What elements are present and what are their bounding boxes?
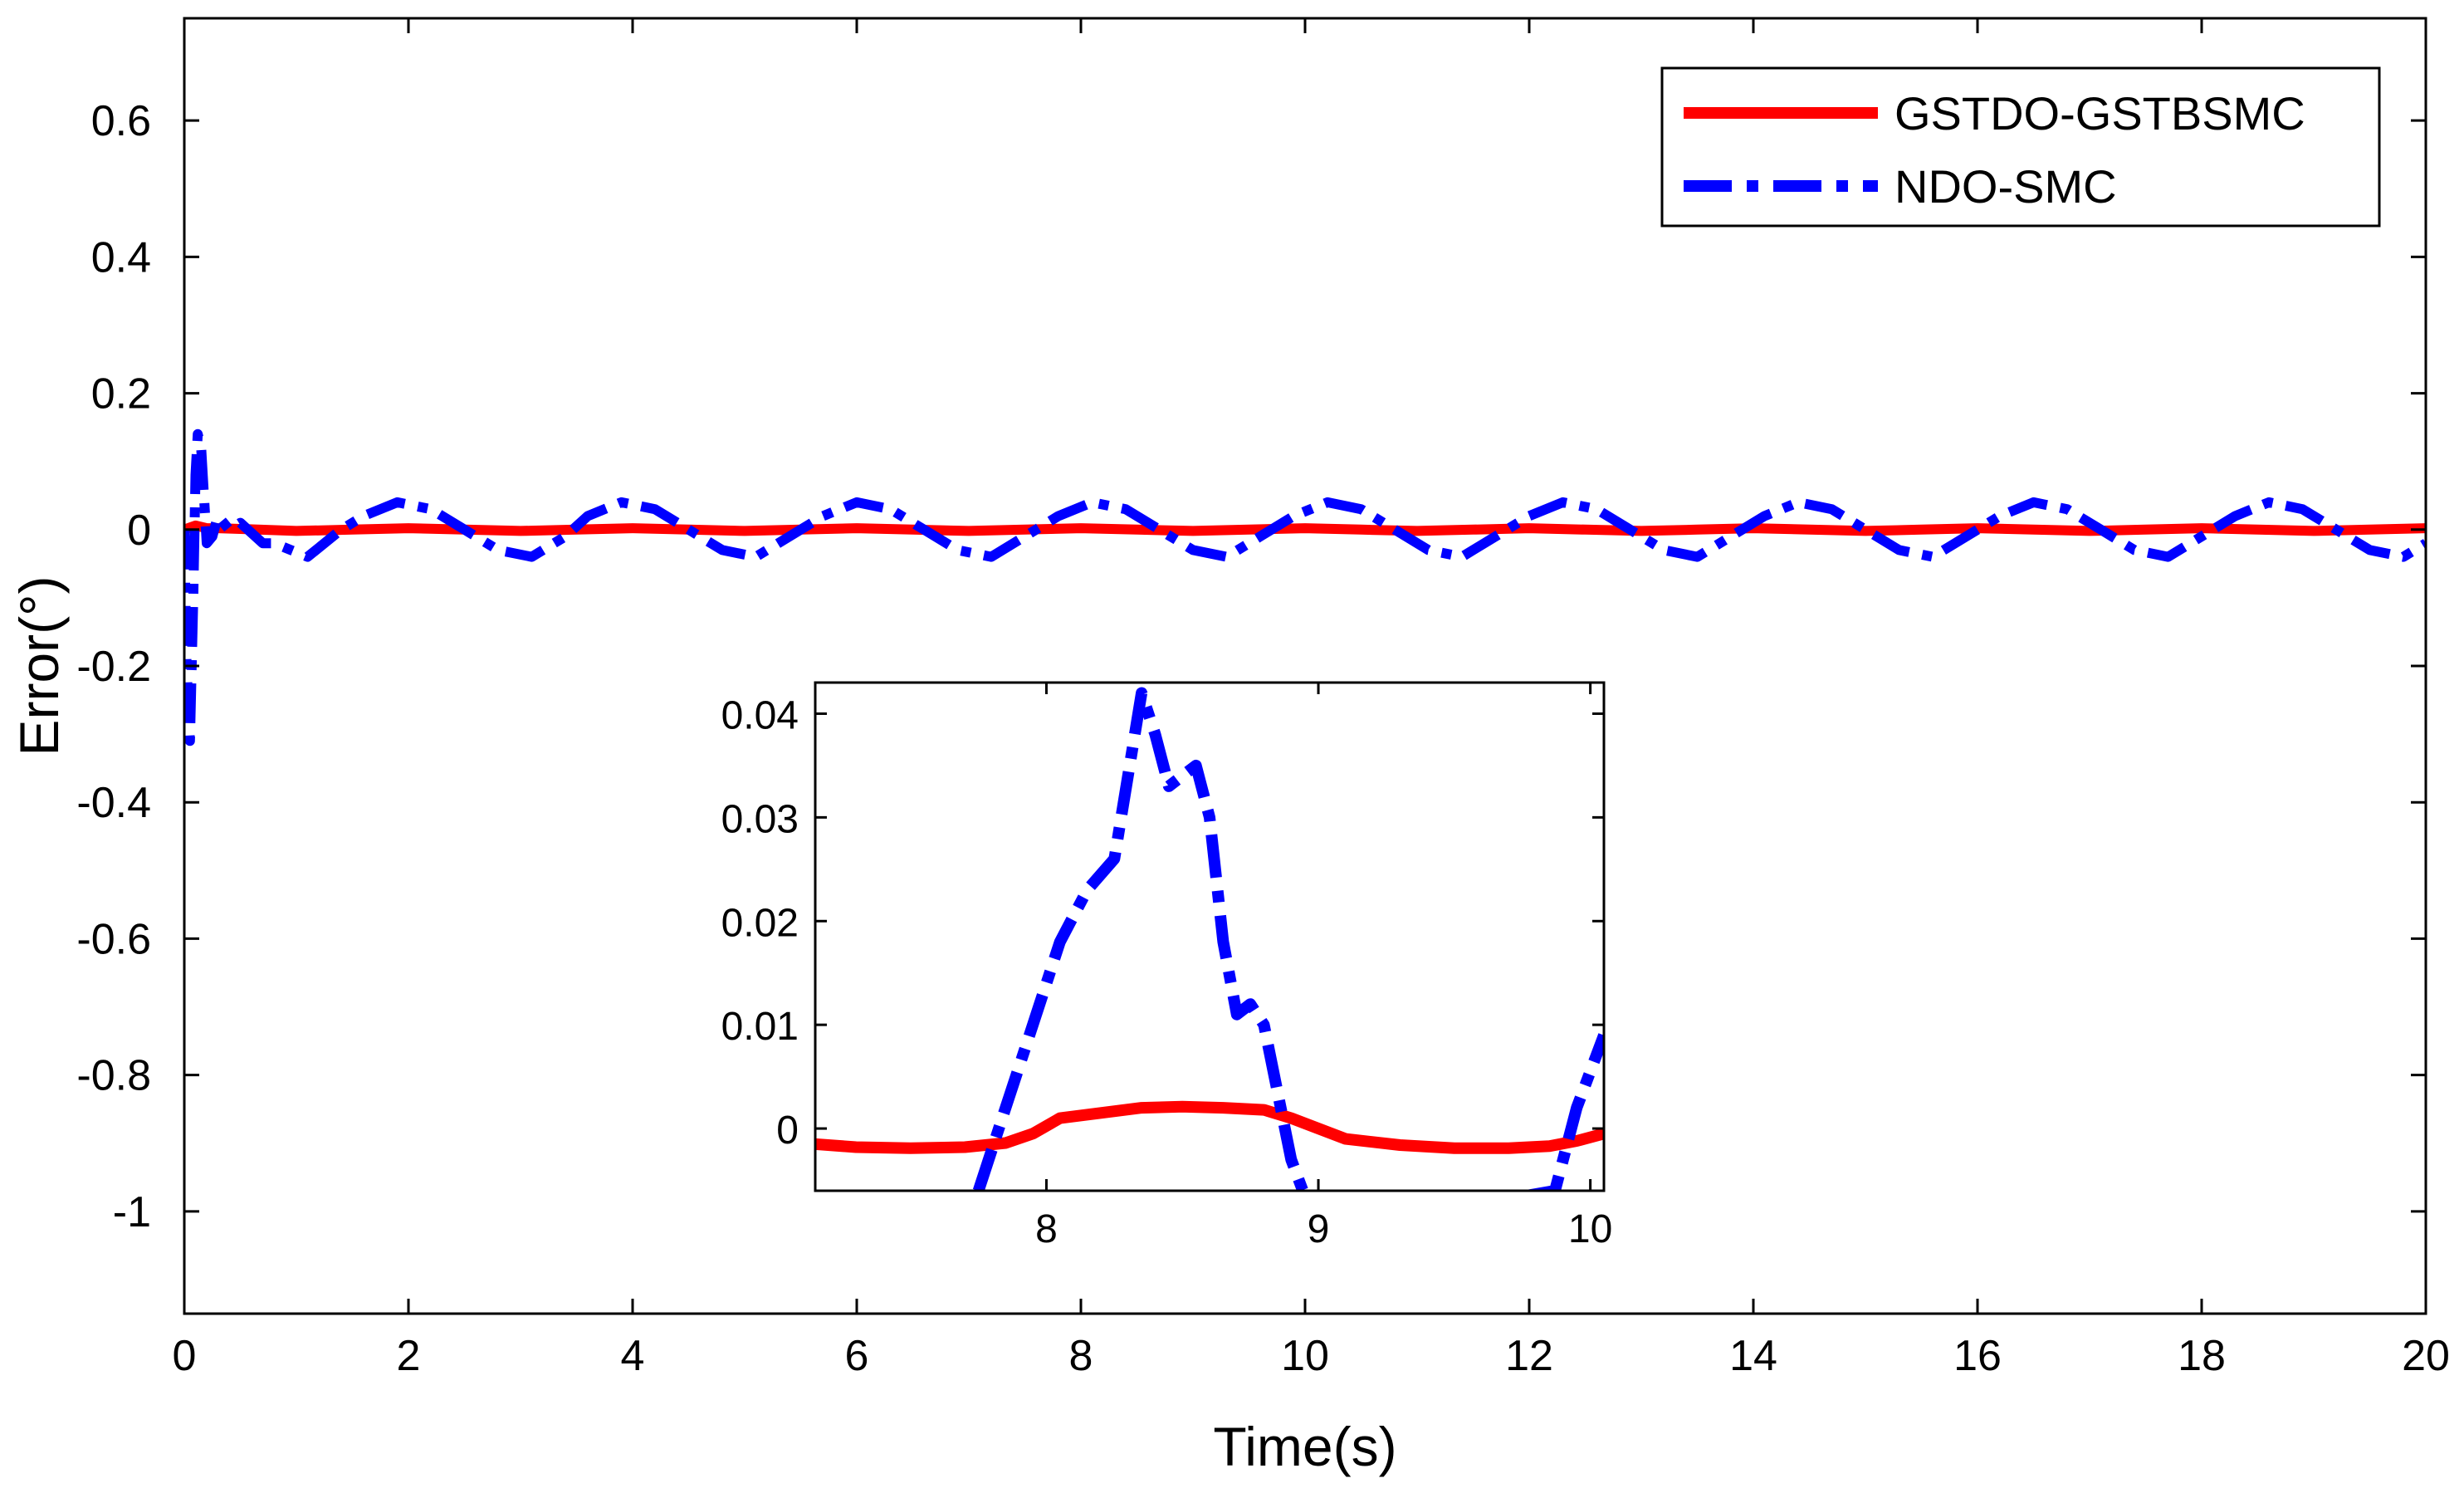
- main-y-tick-label: 0: [127, 507, 151, 555]
- main-tick-layer: 0 2 4 6 8 10 12 14 16 18 20 0.6 0.4 0.2 0 -0.2 -0.4 -0.6 -…: [76, 18, 2450, 1380]
- inset-y-tick-label: 0.03: [721, 797, 799, 841]
- inset-y-tick-label: 0.01: [721, 1005, 799, 1049]
- main-x-tick-label: 6: [845, 1332, 869, 1380]
- main-y-tick-label: 0.4: [91, 233, 151, 281]
- inset-background: [815, 683, 1604, 1191]
- y-axis-label: Error(°): [8, 575, 70, 756]
- inset-x-tick-label: 8: [1035, 1207, 1058, 1251]
- main-series-layer: [184, 428, 2426, 746]
- main-y-tick-label: 0.6: [91, 97, 151, 145]
- legend-label-gstdo: GSTDO-GSTBSMC: [1894, 87, 2305, 140]
- main-x-tick-label: 18: [2178, 1332, 2226, 1380]
- main-x-tick-label: 20: [2402, 1332, 2450, 1380]
- inset-series-gstdo-gstbsmc: [815, 1100, 1604, 1154]
- inset-plot-frame: [814, 681, 1606, 1192]
- main-x-tick-label: 4: [621, 1332, 645, 1380]
- inset-tick-layer: 8 9 10 0.04 0.03 0.02 0.01 0: [721, 683, 1612, 1251]
- inset-y-tick-label: 0.04: [721, 693, 799, 737]
- legend-label-ndo: NDO-SMC: [1894, 160, 2117, 213]
- main-x-tick-label: 10: [1281, 1332, 1329, 1380]
- inset-series-ndo-smc: [972, 687, 1604, 1191]
- legend: GSTDO-GSTBSMC NDO-SMC: [1660, 66, 2381, 228]
- main-x-tick-label: 16: [1953, 1332, 2002, 1380]
- main-x-tick-label: 14: [1729, 1332, 1777, 1380]
- inset-y-tick-label: 0.02: [721, 901, 799, 945]
- legend-box: [1660, 66, 2381, 228]
- inset-plot: 8 9 10 0.04 0.03 0.02 0.01 0: [721, 681, 1612, 1251]
- main-x-tick-label: 8: [1069, 1332, 1093, 1380]
- main-y-tick-label: 0.2: [91, 370, 151, 419]
- main-y-tick-label: -0.8: [76, 1052, 151, 1100]
- x-axis-label: Time(s): [1213, 1416, 1396, 1477]
- inset-y-tick-label: 0: [776, 1109, 799, 1153]
- main-series-gstdo-gstbsmc: [184, 520, 2426, 536]
- main-x-tick-label: 2: [397, 1332, 421, 1380]
- main-y-tick-label: -1: [113, 1188, 151, 1236]
- main-y-tick-label: -0.6: [76, 915, 151, 963]
- main-x-tick-label: 12: [1505, 1332, 1553, 1380]
- main-y-tick-label: -0.4: [76, 779, 151, 827]
- main-y-tick-label: -0.2: [76, 643, 151, 691]
- inset-series-layer: [815, 687, 1604, 1191]
- inset-x-tick-label: 10: [1568, 1207, 1612, 1251]
- main-x-tick-label: 0: [173, 1332, 197, 1380]
- main-series-ndo-smc: [184, 428, 2426, 746]
- inset-x-tick-label: 9: [1308, 1207, 1330, 1251]
- main-plot: 0 2 4 6 8 10 12 14 16 18 20 0.6 0.4 0.2 0 -0.2 -0.4 -0.6 -…: [8, 17, 2450, 1477]
